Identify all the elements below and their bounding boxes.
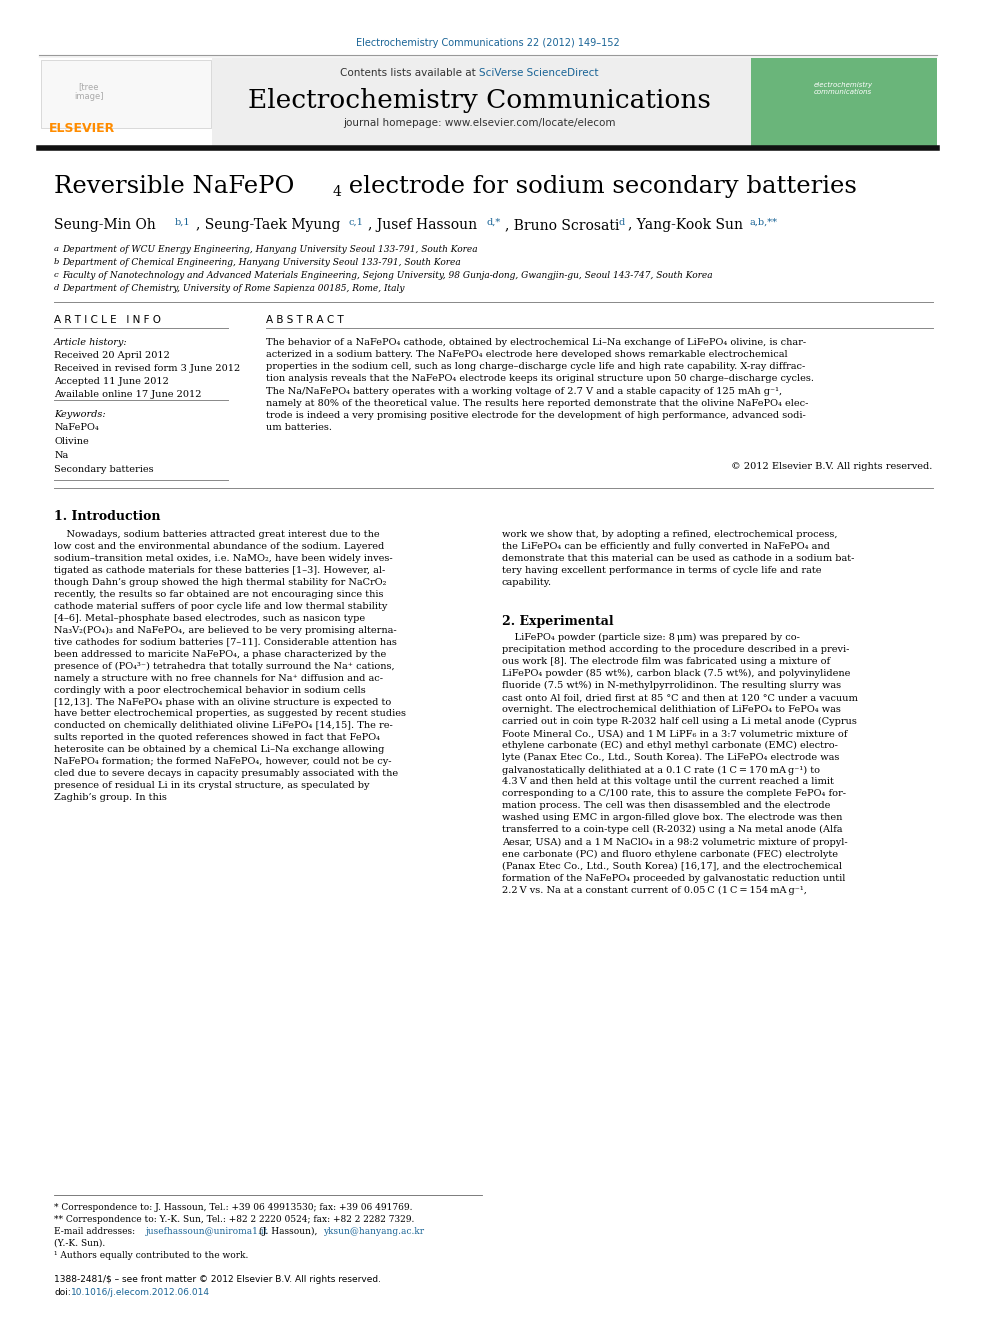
Text: journal homepage: www.elsevier.com/locate/elecom: journal homepage: www.elsevier.com/locat… bbox=[343, 118, 615, 128]
Text: doi:: doi: bbox=[55, 1289, 70, 1297]
Text: 2. Experimental: 2. Experimental bbox=[502, 615, 613, 628]
Text: Accepted 11 June 2012: Accepted 11 June 2012 bbox=[55, 377, 169, 386]
Text: Nowadays, sodium batteries attracted great interest due to the
low cost and the : Nowadays, sodium batteries attracted gre… bbox=[55, 531, 406, 802]
Text: A B S T R A C T: A B S T R A C T bbox=[266, 315, 343, 325]
Text: (Y.-K. Sun).: (Y.-K. Sun). bbox=[55, 1240, 105, 1248]
Text: [tree
image]: [tree image] bbox=[73, 82, 103, 102]
Text: A R T I C L E   I N F O: A R T I C L E I N F O bbox=[55, 315, 161, 325]
Text: Electrochemistry Communications: Electrochemistry Communications bbox=[248, 89, 710, 112]
Text: , Bruno Scrosati: , Bruno Scrosati bbox=[505, 218, 624, 232]
Text: Available online 17 June 2012: Available online 17 June 2012 bbox=[55, 390, 201, 400]
Text: a,b,**: a,b,** bbox=[750, 218, 778, 228]
Text: Reversible NaFePO: Reversible NaFePO bbox=[55, 175, 295, 198]
Text: , Yang-Kook Sun: , Yang-Kook Sun bbox=[628, 218, 747, 232]
Text: c: c bbox=[55, 271, 59, 279]
Text: a: a bbox=[55, 245, 60, 253]
Text: Contents lists available at: Contents lists available at bbox=[340, 67, 479, 78]
Text: 10.1016/j.elecom.2012.06.014: 10.1016/j.elecom.2012.06.014 bbox=[70, 1289, 210, 1297]
Text: SciVerse ScienceDirect: SciVerse ScienceDirect bbox=[479, 67, 598, 78]
Text: ¹ Authors equally contributed to the work.: ¹ Authors equally contributed to the wor… bbox=[55, 1252, 248, 1259]
Text: 1. Introduction: 1. Introduction bbox=[55, 509, 161, 523]
Text: d,*: d,* bbox=[486, 218, 500, 228]
Text: d: d bbox=[55, 284, 60, 292]
Text: LiFePO₄ powder (particle size: 8 μm) was prepared by co-
precipitation method ac: LiFePO₄ powder (particle size: 8 μm) was… bbox=[502, 632, 858, 894]
Bar bbox=[42, 60, 210, 128]
Text: Electrochemistry Communications 22 (2012) 149–152: Electrochemistry Communications 22 (2012… bbox=[356, 38, 620, 48]
Text: electrode for sodium secondary batteries: electrode for sodium secondary batteries bbox=[341, 175, 857, 198]
Bar bbox=[751, 58, 936, 146]
Text: 4: 4 bbox=[332, 185, 341, 198]
Text: d: d bbox=[619, 218, 625, 228]
Text: b: b bbox=[55, 258, 60, 266]
Text: Olivine: Olivine bbox=[55, 437, 89, 446]
Text: Department of Chemical Engineering, Hanyang University Seoul 133-791, South Kore: Department of Chemical Engineering, Hany… bbox=[62, 258, 460, 267]
Text: electrochemistry
communications: electrochemistry communications bbox=[813, 82, 873, 94]
Text: Department of Chemistry, University of Rome Sapienza 00185, Rome, Italy: Department of Chemistry, University of R… bbox=[62, 284, 405, 292]
Text: Received 20 April 2012: Received 20 April 2012 bbox=[55, 351, 170, 360]
Text: work we show that, by adopting a refined, electrochemical process,
the LiFePO₄ c: work we show that, by adopting a refined… bbox=[502, 531, 854, 587]
Text: , Seung-Taek Myung: , Seung-Taek Myung bbox=[195, 218, 344, 232]
Text: c,1: c,1 bbox=[348, 218, 363, 228]
Text: Department of WCU Energy Engineering, Hanyang University Seoul 133-791, South Ko: Department of WCU Energy Engineering, Ha… bbox=[62, 245, 477, 254]
Text: Seung-Min Oh: Seung-Min Oh bbox=[55, 218, 161, 232]
Text: * Correspondence to: J. Hassoun, Tel.: +39 06 49913530; fax: +39 06 491769.: * Correspondence to: J. Hassoun, Tel.: +… bbox=[55, 1203, 413, 1212]
Text: © 2012 Elsevier B.V. All rights reserved.: © 2012 Elsevier B.V. All rights reserved… bbox=[731, 462, 932, 471]
Text: b,1: b,1 bbox=[176, 218, 190, 228]
Bar bbox=[211, 58, 751, 146]
Text: Faculty of Nanotechnology and Advanced Materials Engineering, Sejong University,: Faculty of Nanotechnology and Advanced M… bbox=[62, 271, 712, 280]
Text: jusefhassoun@uniroma1.it: jusefhassoun@uniroma1.it bbox=[146, 1226, 268, 1236]
Text: yksun@hanyang.ac.kr: yksun@hanyang.ac.kr bbox=[322, 1226, 424, 1236]
Text: (J. Hassoun),: (J. Hassoun), bbox=[256, 1226, 320, 1236]
Text: E-mail addresses:: E-mail addresses: bbox=[55, 1226, 138, 1236]
Text: Received in revised form 3 June 2012: Received in revised form 3 June 2012 bbox=[55, 364, 240, 373]
Text: 1388-2481/$ – see front matter © 2012 Elsevier B.V. All rights reserved.: 1388-2481/$ – see front matter © 2012 El… bbox=[55, 1275, 381, 1285]
Text: , Jusef Hassoun: , Jusef Hassoun bbox=[368, 218, 481, 232]
Text: Article history:: Article history: bbox=[55, 337, 128, 347]
Text: Keywords:: Keywords: bbox=[55, 410, 106, 419]
Text: Secondary batteries: Secondary batteries bbox=[55, 464, 154, 474]
Text: Na: Na bbox=[55, 451, 68, 460]
Text: NaFePO₄: NaFePO₄ bbox=[55, 423, 99, 433]
Text: ** Correspondence to: Y.-K. Sun, Tel.: +82 2 2220 0524; fax: +82 2 2282 7329.: ** Correspondence to: Y.-K. Sun, Tel.: +… bbox=[55, 1215, 415, 1224]
Text: The behavior of a NaFePO₄ cathode, obtained by electrochemical Li–Na exchange of: The behavior of a NaFePO₄ cathode, obtai… bbox=[266, 337, 813, 433]
Text: ELSEVIER: ELSEVIER bbox=[50, 122, 115, 135]
